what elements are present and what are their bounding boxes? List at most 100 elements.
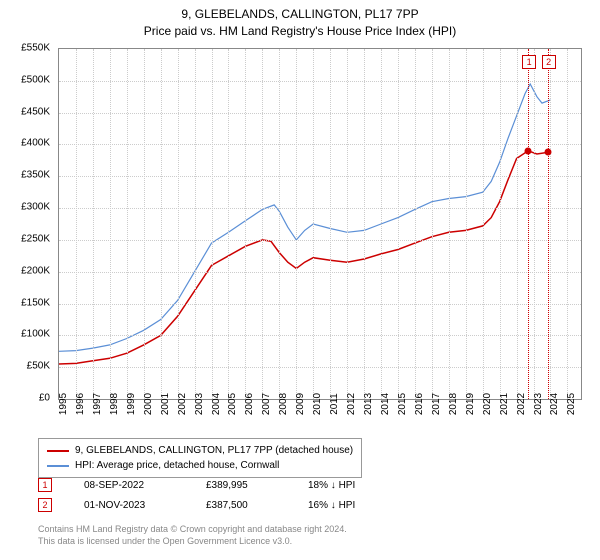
marker-date: 08-SEP-2022 [84,480,174,491]
x-tick-label: 2006 [244,393,255,415]
marker-date: 01-NOV-2023 [84,500,174,511]
gridline-v [432,49,433,399]
y-tick-label: £400K [21,138,50,149]
marker-table: 1 08-SEP-2022 £389,995 18% ↓ HPI 2 01-NOV-202… [38,478,355,518]
x-tick-label: 2012 [346,393,357,415]
footer: Contains HM Land Registry data © Crown c… [38,524,347,547]
footer-line1: Contains HM Land Registry data © Crown c… [38,524,347,536]
legend-label: 9, GLEBELANDS, CALLINGTON, PL17 7PP (det… [75,443,353,458]
x-tick-label: 2007 [261,393,272,415]
y-tick-label: £550K [21,43,50,54]
gridline-v [110,49,111,399]
x-tick-label: 2011 [329,393,340,415]
gridline-v [330,49,331,399]
gridline-v [195,49,196,399]
gridline-v [76,49,77,399]
x-tick-label: 2021 [499,393,510,415]
marker-dot [544,149,551,156]
gridline-v [347,49,348,399]
marker-box: 1 [38,478,52,492]
y-tick-label: £350K [21,170,50,181]
line-svg [59,49,581,399]
marker-dot [525,147,532,154]
gridline-h [59,367,581,368]
legend-swatch [47,450,69,452]
x-tick-label: 2005 [227,393,238,415]
gridline-h [59,113,581,114]
chart-container: 9, GLEBELANDS, CALLINGTON, PL17 7PP Pric… [0,0,600,560]
x-tick-label: 2019 [465,393,476,415]
x-tick-label: 2022 [516,393,527,415]
gridline-v [398,49,399,399]
x-tick-label: 1995 [58,393,69,415]
gridline-h [59,335,581,336]
gridline-h [59,304,581,305]
x-tick-label: 2023 [533,393,544,415]
gridline-v [449,49,450,399]
x-tick-label: 2018 [448,393,459,415]
y-tick-label: £0 [39,393,50,404]
y-tick-label: £50K [27,361,50,372]
series-property [59,151,548,364]
x-tick-label: 2016 [414,393,425,415]
x-tick-label: 2008 [278,393,289,415]
gridline-v [567,49,568,399]
legend-row: 9, GLEBELANDS, CALLINGTON, PL17 7PP (det… [47,443,353,458]
marker-price: £387,500 [206,500,276,511]
title-line1: 9, GLEBELANDS, CALLINGTON, PL17 7PP [0,6,600,23]
y-tick-label: £300K [21,202,50,213]
gridline-v [161,49,162,399]
marker-table-row: 1 08-SEP-2022 £389,995 18% ↓ HPI [38,478,355,492]
x-tick-label: 2015 [397,393,408,415]
x-tick-label: 2017 [431,393,442,415]
plot-area: 12 [58,48,582,400]
gridline-v [381,49,382,399]
x-tick-label: 2014 [380,393,391,415]
marker-price: £389,995 [206,480,276,491]
x-tick-label: 2002 [177,393,188,415]
gridline-v [296,49,297,399]
gridline-v [500,49,501,399]
marker-delta: 18% ↓ HPI [308,480,355,491]
series-hpi [59,84,551,351]
x-axis-labels: 1995199619971998199920002001200220032004… [58,400,580,440]
marker-delta: 16% ↓ HPI [308,500,355,511]
x-tick-label: 2009 [295,393,306,415]
y-tick-label: £200K [21,265,50,276]
title-line2: Price paid vs. HM Land Registry's House … [0,23,600,40]
x-tick-label: 2001 [160,393,171,415]
x-tick-label: 1998 [109,393,120,415]
y-axis-labels: £0£50K£100K£150K£200K£250K£300K£350K£400… [0,48,54,398]
x-tick-label: 1997 [92,393,103,415]
y-tick-label: £150K [21,297,50,308]
legend: 9, GLEBELANDS, CALLINGTON, PL17 7PP (det… [38,438,362,478]
gridline-h [59,272,581,273]
gridline-v [550,49,551,399]
gridline-v [364,49,365,399]
gridline-h [59,81,581,82]
gridline-h [59,208,581,209]
gridline-v [245,49,246,399]
gridline-v [93,49,94,399]
gridline-v [415,49,416,399]
x-tick-label: 2013 [363,393,374,415]
gridline-h [59,176,581,177]
gridline-v [313,49,314,399]
x-tick-label: 2025 [566,393,577,415]
x-tick-label: 1999 [126,393,137,415]
gridline-v [534,49,535,399]
gridline-v [212,49,213,399]
gridline-h [59,240,581,241]
gridline-v [517,49,518,399]
marker-table-row: 2 01-NOV-2023 £387,500 16% ↓ HPI [38,498,355,512]
marker-box: 2 [542,55,556,69]
x-tick-label: 1996 [75,393,86,415]
y-tick-label: £100K [21,329,50,340]
x-tick-label: 2003 [194,393,205,415]
footer-line2: This data is licensed under the Open Gov… [38,536,347,548]
marker-box: 2 [38,498,52,512]
gridline-v [483,49,484,399]
gridline-v [279,49,280,399]
x-tick-label: 2000 [143,393,154,415]
marker-vline [548,49,549,399]
